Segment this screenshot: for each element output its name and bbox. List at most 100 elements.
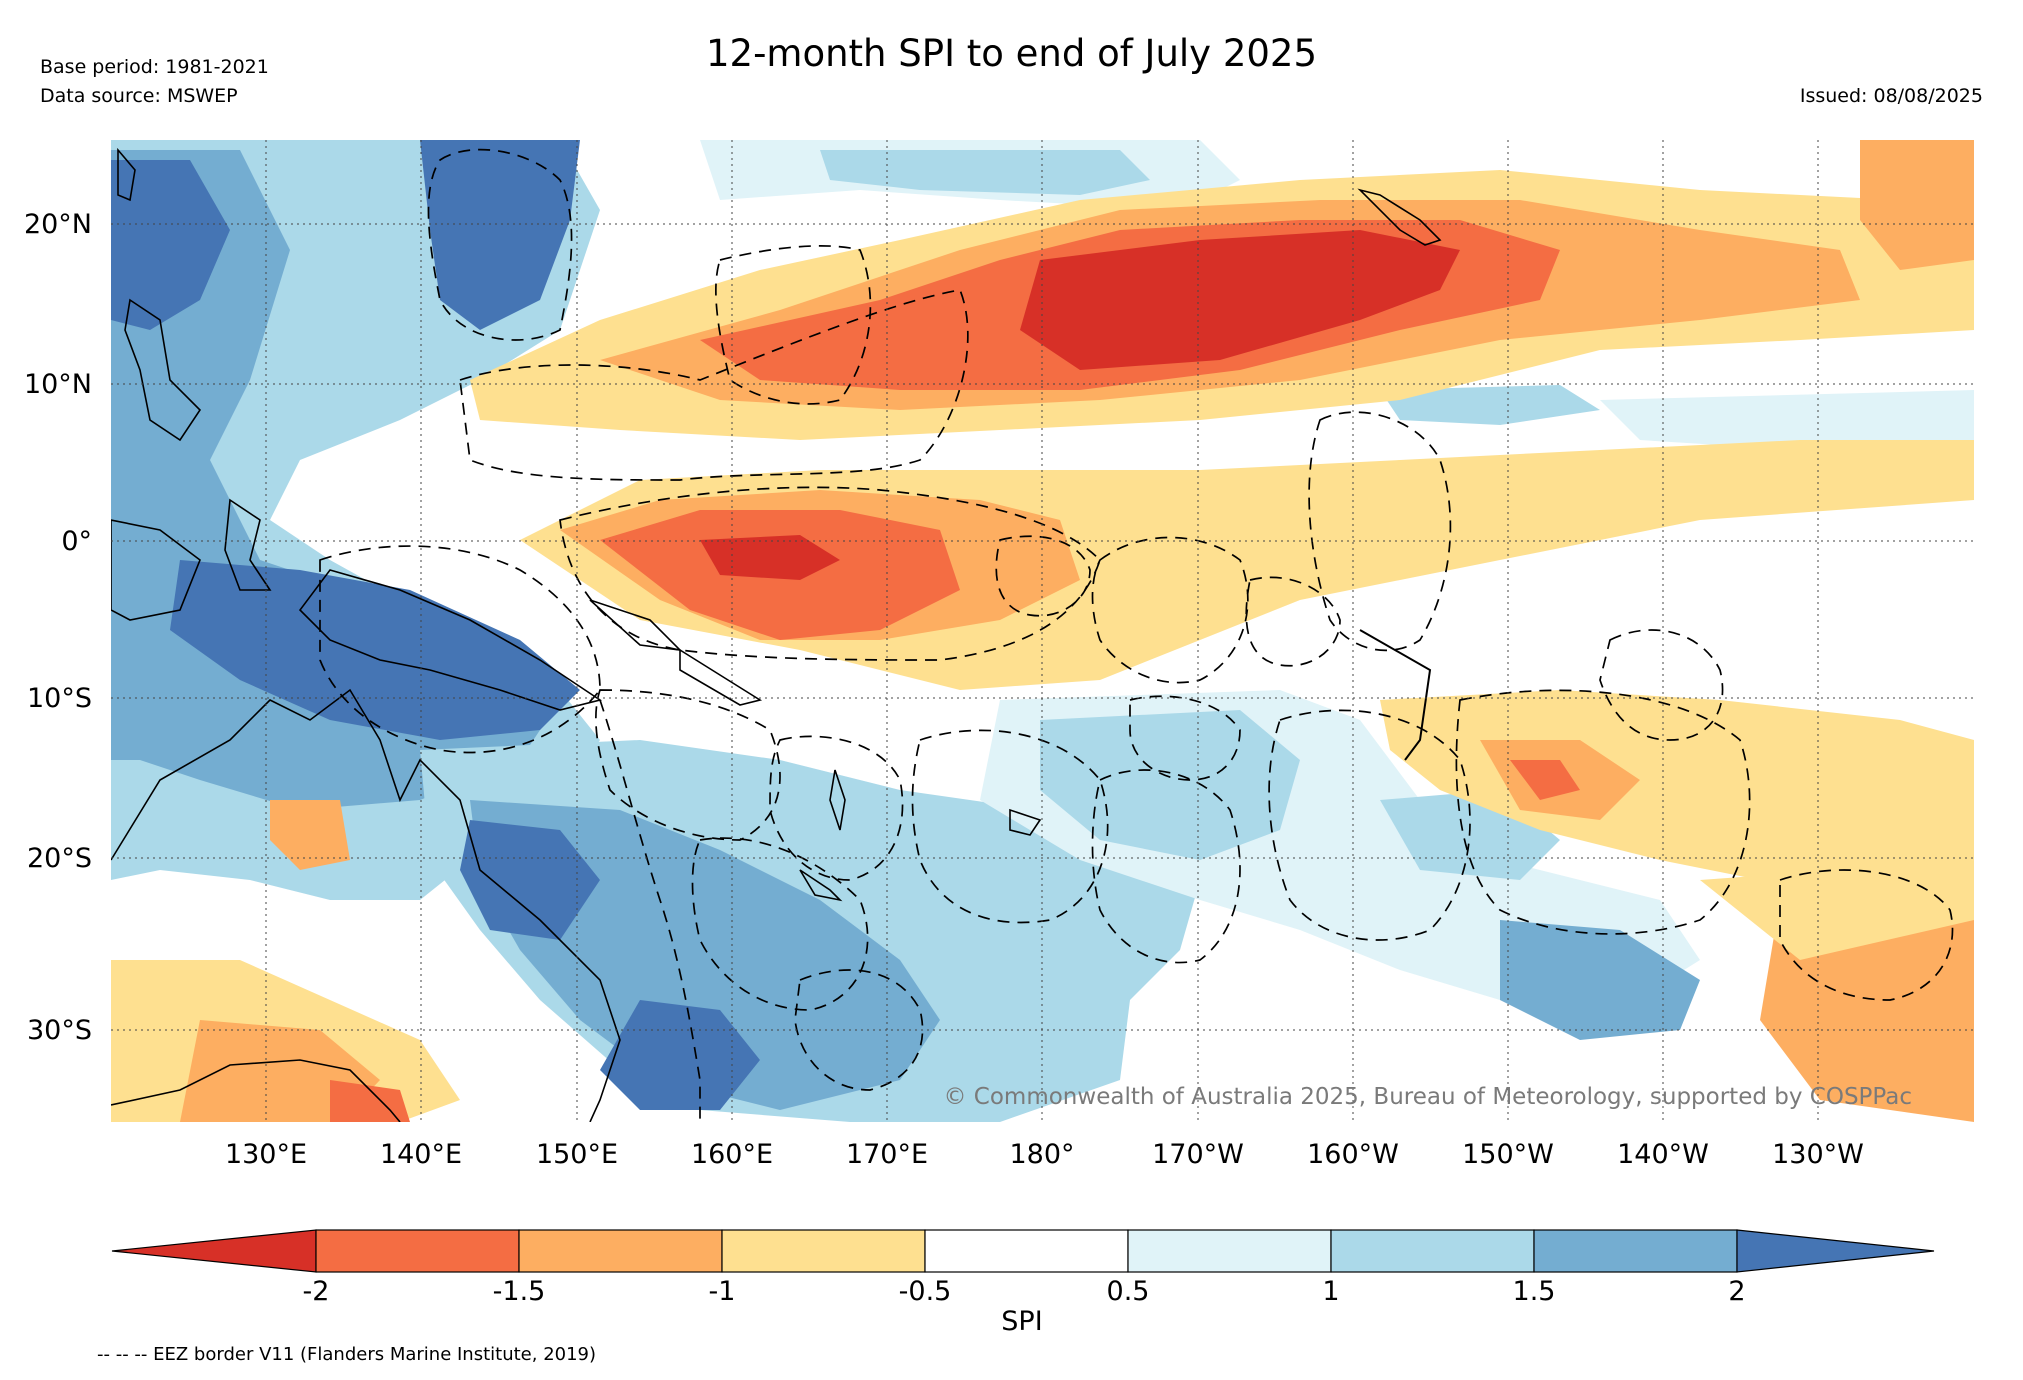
- base-period-text: Base period: 1981-2021: [40, 56, 269, 78]
- colorbar: -2 -1.5 -1 -0.5 0.5 1 1.5 2 SPI: [111, 1229, 1935, 1337]
- lon-label-170w: 170°W: [1152, 1139, 1244, 1170]
- lon-label-180: 180°: [1009, 1139, 1074, 1170]
- eez-vanuatu: [769, 735, 904, 881]
- lon-label-140w: 140°W: [1617, 1139, 1709, 1170]
- eez-nauru: [995, 535, 1091, 617]
- wet-severe-south-central: [1500, 920, 1700, 1040]
- maritime-boundary-line: [1359, 629, 1432, 761]
- lat-label-20n: 20°N: [24, 209, 92, 240]
- lon-label-150e: 150°E: [536, 1139, 618, 1170]
- wet-extreme-philippines: [111, 160, 230, 330]
- eez-french-polynesia: [1455, 689, 1751, 935]
- dry-extreme-equatorial: [700, 535, 840, 580]
- dry-severe-southeast: [1510, 760, 1580, 800]
- eez-marquesas: [1599, 629, 1724, 741]
- lat-label-0: 0°: [61, 526, 92, 557]
- wet-moderate-south-central: [1040, 710, 1300, 860]
- lon-label-130w: 130°W: [1772, 1139, 1864, 1170]
- eez-micronesia: [459, 289, 969, 481]
- dry-extreme-north-band: [1020, 230, 1460, 370]
- lon-label-170e: 170°E: [846, 1139, 928, 1170]
- colorbar-tick-label: -1: [709, 1276, 736, 1307]
- colorbar-segments: [111, 1229, 1935, 1273]
- colorbar-segment: [315, 1229, 520, 1273]
- lat-label-10s: 10°S: [27, 683, 92, 714]
- longitude-labels: 130°E 140°E 150°E 160°E 170°E 180° 170°W…: [225, 1139, 1864, 1170]
- colorbar-tick-label: 1: [1322, 1276, 1339, 1307]
- eez-legend-footnote: -- -- -- EEZ border V11 (Flanders Marine…: [97, 1344, 596, 1365]
- eez-kiribati-gilbert: [559, 486, 1101, 661]
- eez-australia-east: [599, 699, 701, 1122]
- eez-tokelau: [1245, 576, 1341, 667]
- eez-north-west: [427, 148, 573, 341]
- colorbar-segment: [1127, 1229, 1332, 1273]
- lat-label-10n: 10°N: [24, 369, 92, 400]
- new-caledonia-coast: [799, 869, 843, 902]
- coastlines: [111, 147, 1442, 1122]
- lat-label-20s: 20°S: [27, 843, 92, 874]
- wet-extreme-north: [420, 140, 580, 330]
- philippines-coast: [124, 298, 202, 442]
- eez-kermadec: [794, 969, 924, 1091]
- fiji-coast: [1009, 808, 1042, 836]
- colorbar-segment: [518, 1229, 723, 1273]
- colorbar-tick-labels: -2 -1.5 -1 -0.5 0.5 1 1.5 2: [303, 1276, 1746, 1307]
- dry-mild-far-southeast: [1700, 860, 1974, 960]
- wet-mild-tropics-east: [1600, 390, 1974, 450]
- solomon-coast: [679, 648, 763, 706]
- map-title: 12-month SPI to end of July 2025: [705, 32, 1317, 75]
- dry-mild-southeast: [1380, 690, 1974, 880]
- dry-moderate-australia-north: [270, 800, 350, 870]
- copyright-text: © Commonwealth of Australia 2025, Bureau…: [943, 1084, 1912, 1110]
- lon-label-130e: 130°E: [225, 1139, 307, 1170]
- eez-new-caledonia: [691, 837, 869, 1011]
- wet-extreme-coral-sea: [600, 1000, 760, 1110]
- eez-pitcairn: [1779, 869, 1954, 1001]
- lon-label-150w: 150°W: [1462, 1139, 1554, 1170]
- eez-kiribati-line: [1308, 411, 1452, 652]
- colorbar-segment: [924, 1229, 1129, 1273]
- eez-tonga: [1091, 769, 1241, 964]
- sulawesi-coast: [224, 498, 272, 591]
- wet-moderate-north-central: [820, 150, 1150, 195]
- dry-moderate-north-east: [1860, 140, 1974, 270]
- wet-extreme-australia-east: [460, 820, 600, 940]
- lon-label-160e: 160°E: [691, 1139, 773, 1170]
- wet-moderate-tropics-east: [1380, 385, 1600, 425]
- colorbar-tick-label: 1.5: [1513, 1276, 1556, 1307]
- australia-south-coast: [111, 1059, 401, 1122]
- colorbar-tick-label: -1.5: [493, 1276, 546, 1307]
- png-coast: [298, 569, 602, 711]
- colorbar-segment: [721, 1229, 926, 1273]
- colorbar-tick-label: -0.5: [899, 1276, 952, 1307]
- colorbar-segment: [1533, 1229, 1738, 1273]
- colorbar-tick-label: 2: [1728, 1276, 1745, 1307]
- taiwan-coast: [117, 147, 136, 202]
- map-panel: © Commonwealth of Australia 2025, Bureau…: [111, 140, 1974, 1122]
- graticule: [111, 140, 1974, 1122]
- borneo-coast: [111, 519, 201, 621]
- eez-borders: [319, 148, 1954, 1122]
- data-source-text: Data source: MSWEP: [40, 85, 238, 107]
- eez-png: [319, 545, 601, 754]
- spi-field: [111, 140, 1974, 1122]
- colorbar-title: SPI: [1001, 1306, 1042, 1337]
- eez-fiji: [911, 729, 1109, 924]
- australia-coast: [111, 688, 621, 1122]
- lon-label-160w: 160°W: [1307, 1139, 1399, 1170]
- lat-label-30s: 30°S: [27, 1015, 92, 1046]
- eez-cook: [1268, 709, 1471, 941]
- eez-samoa: [1129, 695, 1241, 781]
- colorbar-extend-low: [111, 1229, 317, 1273]
- wet-extreme-png: [170, 560, 580, 740]
- colorbar-tick-label: 0.5: [1107, 1276, 1150, 1307]
- dry-severe-australia-south: [330, 1080, 410, 1122]
- lon-label-140e: 140°E: [380, 1139, 462, 1170]
- latitude-labels: 20°N 10°N 0° 10°S 20°S 30°S: [24, 209, 92, 1046]
- hawaii-coast: [1357, 188, 1442, 246]
- eez-solomon: [595, 689, 781, 841]
- colorbar-tick-label: -2: [303, 1276, 330, 1307]
- vanuatu-coast: [829, 769, 846, 831]
- colorbar-segment: [1330, 1229, 1535, 1273]
